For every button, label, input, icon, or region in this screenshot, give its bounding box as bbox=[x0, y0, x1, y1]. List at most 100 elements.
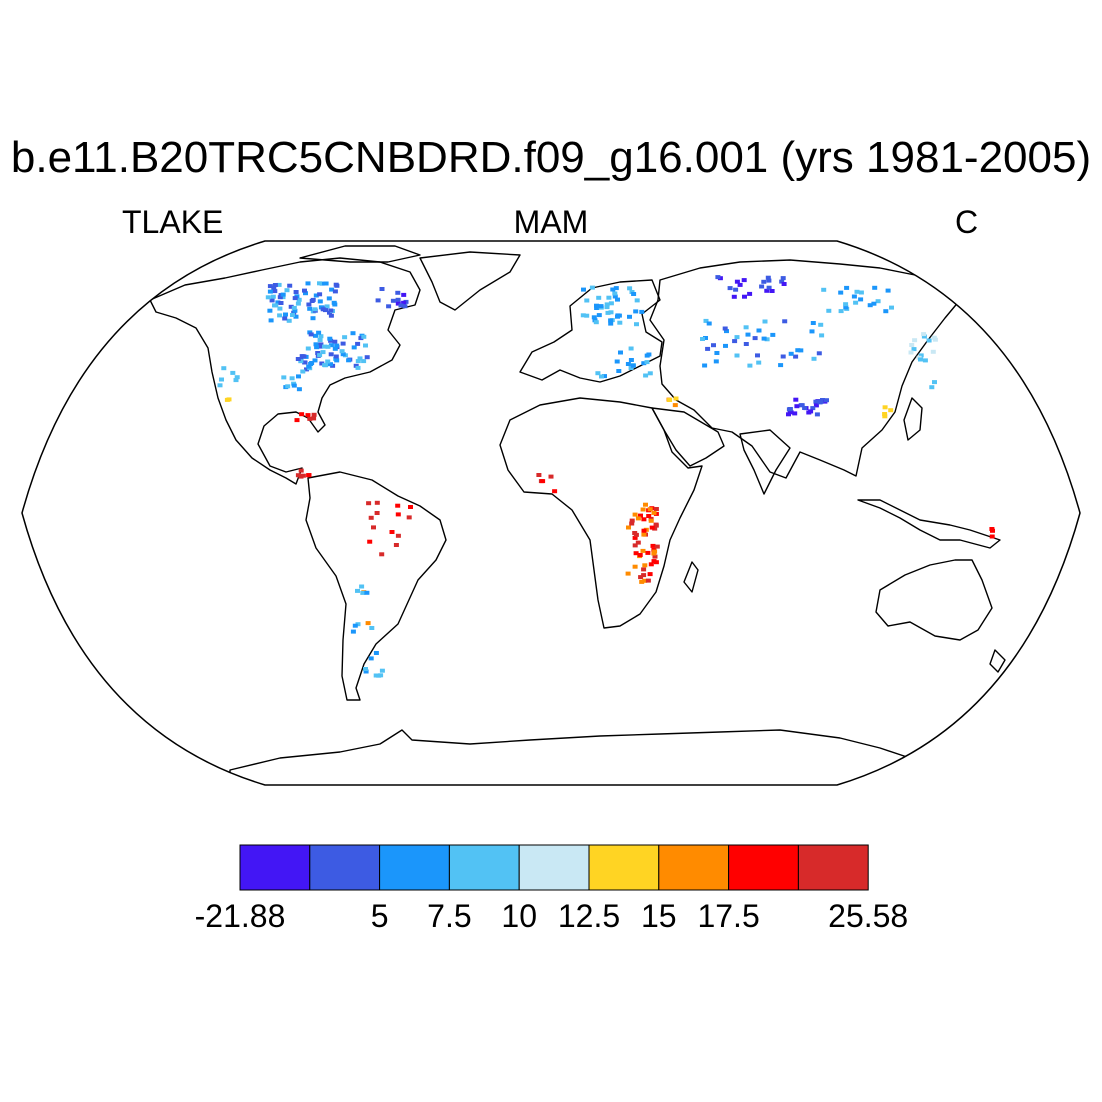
data-cell bbox=[647, 371, 653, 376]
africa-outline bbox=[499, 397, 703, 629]
data-cell bbox=[339, 349, 345, 354]
data-cell bbox=[814, 412, 820, 417]
data-cell bbox=[300, 473, 306, 478]
south-america-outline bbox=[305, 471, 447, 701]
data-cell bbox=[280, 295, 286, 300]
data-cell bbox=[759, 284, 765, 289]
arabia-outline bbox=[651, 407, 725, 467]
data-cell bbox=[275, 300, 281, 305]
data-cell bbox=[912, 338, 918, 343]
data-cell bbox=[361, 359, 367, 364]
data-cell bbox=[765, 275, 771, 280]
data-cell bbox=[595, 371, 601, 376]
data-cell bbox=[608, 310, 614, 315]
data-cell bbox=[390, 298, 396, 303]
data-cell bbox=[764, 288, 770, 293]
data-cell bbox=[811, 356, 817, 361]
data-cell bbox=[875, 299, 881, 304]
data-cell bbox=[635, 516, 641, 521]
data-cell bbox=[780, 276, 786, 281]
data-cell bbox=[304, 367, 309, 372]
data-cell bbox=[612, 294, 618, 299]
data-cell bbox=[642, 563, 648, 568]
data-cell bbox=[706, 321, 712, 326]
data-cell bbox=[332, 289, 338, 294]
data-cell bbox=[838, 290, 844, 295]
data-cell bbox=[643, 502, 648, 507]
data-cell bbox=[319, 281, 325, 286]
data-cell bbox=[615, 314, 620, 319]
data-cell bbox=[745, 332, 751, 337]
data-cell bbox=[813, 403, 819, 408]
data-cell bbox=[359, 584, 365, 589]
data-cell bbox=[325, 359, 331, 364]
colorbar bbox=[239, 844, 869, 891]
data-cell bbox=[810, 321, 816, 325]
north-america-outline bbox=[149, 257, 421, 485]
data-cell bbox=[340, 352, 346, 357]
data-cell bbox=[332, 339, 338, 344]
data-cell bbox=[786, 412, 791, 417]
data-cell bbox=[580, 313, 586, 318]
data-cell bbox=[402, 304, 408, 309]
data-cell bbox=[625, 362, 631, 366]
data-cell bbox=[641, 567, 647, 572]
colorbar-box bbox=[588, 844, 660, 891]
data-cell bbox=[312, 307, 318, 312]
data-cell bbox=[911, 347, 917, 352]
data-cell bbox=[319, 361, 325, 366]
data-cell bbox=[643, 373, 649, 378]
data-cell bbox=[647, 572, 653, 577]
data-cell bbox=[755, 353, 760, 358]
asia-outline bbox=[649, 259, 961, 479]
data-cell bbox=[654, 544, 660, 549]
data-cell bbox=[360, 590, 366, 595]
india-outline bbox=[739, 429, 791, 495]
data-cell bbox=[918, 353, 924, 358]
data-cell bbox=[324, 304, 330, 309]
data-cell bbox=[889, 305, 894, 310]
data-cell bbox=[366, 501, 372, 506]
data-cell bbox=[638, 513, 643, 518]
data-cell bbox=[649, 525, 655, 530]
data-cell bbox=[386, 304, 392, 309]
data-cell bbox=[743, 325, 749, 330]
data-cell bbox=[747, 363, 753, 368]
data-cell bbox=[722, 326, 728, 331]
data-cell bbox=[610, 287, 616, 292]
data-cell bbox=[312, 358, 318, 363]
data-cell bbox=[802, 406, 808, 410]
data-cell bbox=[795, 348, 801, 353]
data-cell bbox=[742, 294, 747, 299]
data-cell bbox=[291, 305, 297, 310]
data-cell bbox=[395, 512, 401, 517]
data-cell bbox=[295, 357, 301, 361]
data-cell bbox=[637, 553, 643, 557]
data-cell bbox=[786, 407, 792, 412]
data-cell bbox=[374, 511, 380, 515]
greenland-outline bbox=[419, 251, 521, 311]
colorbar-box bbox=[309, 844, 381, 891]
colorbar-box bbox=[448, 844, 520, 891]
data-cell bbox=[628, 366, 634, 370]
data-cell bbox=[629, 521, 635, 526]
data-cell bbox=[307, 306, 313, 311]
data-cell bbox=[632, 531, 638, 535]
data-cell bbox=[633, 551, 639, 556]
data-cell bbox=[605, 310, 611, 315]
data-cell bbox=[272, 289, 278, 294]
data-cell bbox=[395, 301, 401, 306]
data-cell bbox=[858, 290, 864, 295]
data-cell bbox=[328, 352, 334, 357]
data-cell bbox=[629, 518, 635, 523]
data-cell bbox=[882, 412, 888, 416]
data-cell bbox=[608, 318, 614, 323]
data-cell bbox=[653, 523, 659, 528]
colorbar-tick-label: 5 bbox=[370, 898, 389, 934]
data-cell bbox=[883, 309, 889, 314]
data-cell bbox=[230, 370, 236, 375]
data-cell bbox=[221, 366, 227, 371]
colorbar-box bbox=[379, 844, 450, 891]
data-cell bbox=[289, 376, 295, 381]
data-cell bbox=[882, 405, 888, 410]
